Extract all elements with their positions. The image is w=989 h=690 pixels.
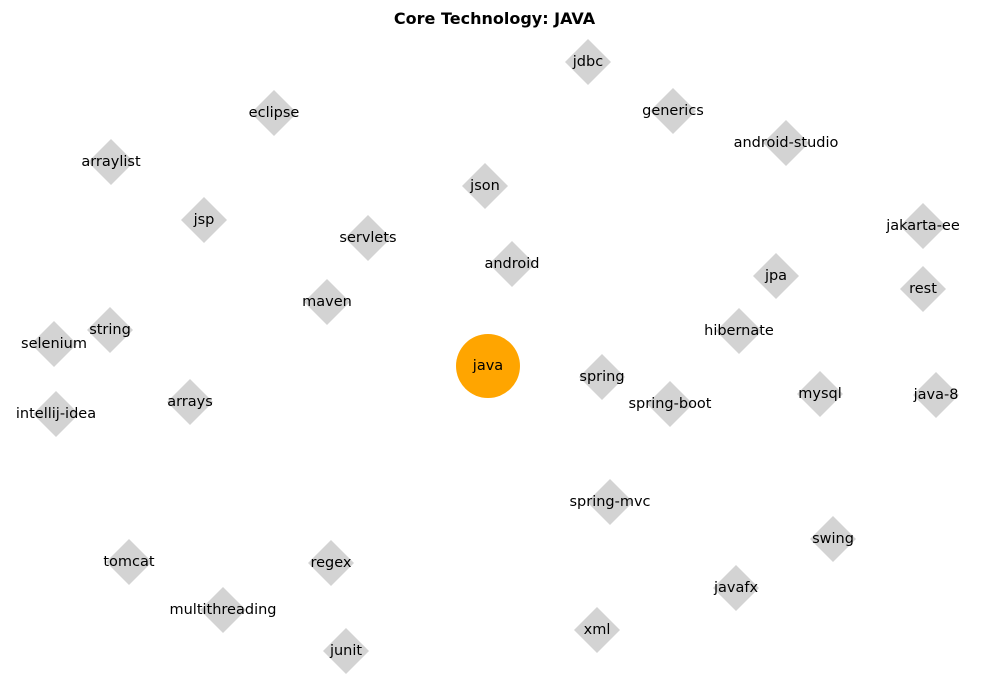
- diamond-marker: [462, 163, 508, 209]
- center-node-java: java: [456, 334, 520, 398]
- node-tomcat: tomcat: [103, 539, 155, 585]
- node-label: spring: [579, 369, 624, 385]
- diamond-marker: [565, 39, 611, 85]
- diamond-marker: [650, 88, 696, 134]
- node-maven: maven: [302, 279, 352, 325]
- node-label: swing: [812, 531, 854, 547]
- node-label: android-studio: [734, 135, 839, 151]
- node-arraylist: arraylist: [81, 139, 141, 185]
- node-label: jdbc: [572, 54, 603, 70]
- diamond-marker: [753, 253, 799, 299]
- node-regex: regex: [308, 540, 354, 586]
- diamond-marker: [716, 308, 762, 354]
- node-spring-boot: spring-boot: [628, 381, 712, 427]
- node-junit: junit: [323, 628, 369, 674]
- node-label: android: [484, 256, 539, 272]
- node-label: generics: [642, 103, 704, 119]
- node-android-studio: android-studio: [734, 120, 839, 166]
- diamond-marker: [797, 371, 843, 417]
- node-servlets: servlets: [339, 215, 397, 261]
- node-label: jakarta-ee: [885, 218, 960, 234]
- diamond-marker: [489, 241, 535, 287]
- node-label: junit: [329, 643, 362, 659]
- node-generics: generics: [642, 88, 704, 134]
- node-jpa: jpa: [753, 253, 799, 299]
- node-label: multithreading: [169, 602, 276, 618]
- diamond-marker: [810, 516, 856, 562]
- node-label: eclipse: [249, 105, 300, 121]
- diamond-marker: [900, 266, 946, 312]
- node-javafx: javafx: [713, 565, 759, 611]
- node-label: regex: [310, 555, 351, 571]
- diamond-marker: [574, 607, 620, 653]
- graph-title: Core Technology: JAVA: [394, 9, 596, 28]
- diamond-marker: [181, 197, 227, 243]
- diamond-marker: [251, 90, 297, 136]
- diamond-marker: [913, 372, 959, 418]
- node-label: arrays: [167, 394, 213, 410]
- node-label: spring-boot: [628, 396, 711, 412]
- node-swing: swing: [810, 516, 856, 562]
- center-node-label: java: [472, 358, 503, 374]
- node-label: spring-mvc: [569, 494, 650, 510]
- node-multithreading: multithreading: [169, 587, 277, 633]
- diamond-marker: [900, 203, 946, 249]
- node-xml: xml: [574, 607, 620, 653]
- diamond-marker: [308, 540, 354, 586]
- node-rest: rest: [900, 266, 946, 312]
- diamond-marker: [587, 479, 633, 525]
- diamond-marker: [33, 391, 79, 437]
- diamond-marker: [763, 120, 809, 166]
- diamond-marker: [31, 321, 77, 367]
- diamond-marker: [87, 307, 133, 353]
- node-selenium: selenium: [21, 321, 87, 367]
- diamond-marker: [647, 381, 693, 427]
- node-label: hibernate: [704, 323, 774, 339]
- nodes-layer: jdbc generics eclipse android-studio arrayli…: [16, 39, 960, 674]
- diamond-marker: [200, 587, 246, 633]
- node-label: string: [89, 322, 131, 338]
- node-label: jsp: [193, 212, 215, 228]
- node-label: servlets: [339, 230, 396, 246]
- diamond-marker: [304, 279, 350, 325]
- diamond-marker: [167, 379, 213, 425]
- node-label: rest: [909, 281, 937, 297]
- diamond-marker: [88, 139, 134, 185]
- node-label: tomcat: [103, 554, 155, 570]
- node-java-8: java-8: [913, 372, 959, 418]
- node-label: mysql: [798, 386, 842, 402]
- diamond-marker: [579, 354, 625, 400]
- node-jakarta-ee: jakarta-ee: [885, 203, 960, 249]
- node-label: java-8: [913, 387, 959, 403]
- node-arrays: arrays: [167, 379, 213, 425]
- node-label: json: [469, 178, 500, 194]
- node-label: arraylist: [81, 154, 141, 170]
- node-spring: spring: [579, 354, 625, 400]
- diamond-marker: [323, 628, 369, 674]
- node-eclipse: eclipse: [249, 90, 300, 136]
- node-json: json: [462, 163, 508, 209]
- node-label: jpa: [764, 268, 787, 284]
- node-label: selenium: [21, 336, 87, 352]
- node-jsp: jsp: [181, 197, 227, 243]
- node-label: xml: [584, 622, 611, 638]
- diamond-marker: [106, 539, 152, 585]
- diamond-marker: [713, 565, 759, 611]
- node-label: javafx: [713, 580, 758, 596]
- node-mysql: mysql: [797, 371, 843, 417]
- node-string: string: [87, 307, 133, 353]
- node-hibernate: hibernate: [704, 308, 774, 354]
- node-android: android: [484, 241, 540, 287]
- center-circle-marker: [456, 334, 520, 398]
- node-label: intellij-idea: [16, 406, 96, 422]
- node-label: maven: [302, 294, 352, 310]
- node-jdbc: jdbc: [565, 39, 611, 85]
- node-spring-mvc: spring-mvc: [569, 479, 651, 525]
- node-intellij-idea: intellij-idea: [16, 391, 96, 437]
- diamond-marker: [345, 215, 391, 261]
